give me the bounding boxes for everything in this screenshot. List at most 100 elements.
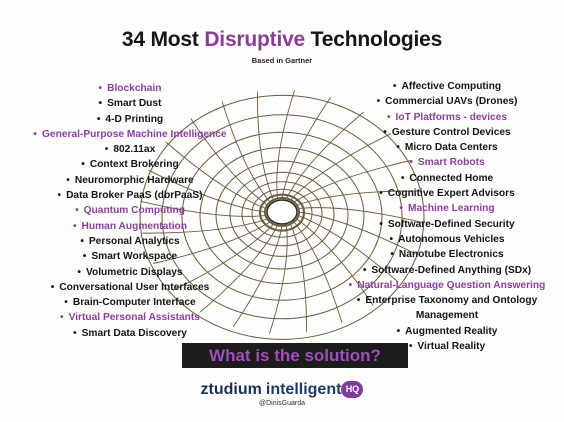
grid-spoke <box>200 225 278 313</box>
grid-ring <box>161 114 403 320</box>
technology-item: • Data Broker PaaS (dbrPaaS) <box>0 188 260 203</box>
bullet-icon: • <box>392 81 397 92</box>
grid-spoke <box>276 90 295 199</box>
bullet-icon: • <box>383 126 387 138</box>
grid-spoke <box>221 101 271 203</box>
technology-item: • General-Purpose Machine Intelligence <box>0 127 260 142</box>
bullet-icon: • <box>409 157 413 169</box>
technology-item: • Natural-Language Question Answering <box>330 278 564 293</box>
bullet-icon: • <box>72 220 77 232</box>
technology-label: Nanotube Electronics <box>398 249 504 261</box>
technology-label: Augmented Reality <box>405 325 498 337</box>
grid-spoke <box>142 218 268 234</box>
grid-ring <box>139 94 425 340</box>
bullet-icon: • <box>60 312 64 324</box>
bullet-icon: • <box>379 218 383 230</box>
title-part-1: 34 Most <box>121 28 205 51</box>
technology-label: Enterprise Taxonomy and Ontology <box>365 295 538 307</box>
bullet-icon: • <box>96 113 101 125</box>
technology-label: Conversational User Interfaces <box>59 281 210 293</box>
technology-item: • Nanotube Electronics <box>330 247 564 262</box>
bullet-icon: • <box>400 172 405 184</box>
bullet-icon: • <box>396 325 401 337</box>
technology-item: • IoT Platforms - devices <box>330 110 564 125</box>
bullet-icon: • <box>399 203 403 215</box>
bullet-icon: • <box>98 83 103 94</box>
technology-item: • Context Brokering <box>0 157 260 172</box>
grid-spoke <box>298 211 416 255</box>
technology-label: Human Augmentation <box>81 220 188 232</box>
title-highlight: Disruptive <box>204 28 306 51</box>
bullet-icon: • <box>80 235 84 247</box>
technology-item: • Blockchain <box>0 81 260 96</box>
bullet-icon: • <box>396 142 400 154</box>
technology-item: • Virtual Reality <box>330 339 564 354</box>
logo-product: intelligent <box>265 381 342 398</box>
bullet-icon: • <box>104 144 109 156</box>
bullet-icon: • <box>57 190 62 202</box>
technology-label: Context Brokering <box>89 159 179 171</box>
ztudium-logo: ztudium intelligent HQ <box>0 381 564 399</box>
bullet-icon: • <box>389 233 394 245</box>
grid-spoke <box>269 225 288 334</box>
grid-spoke <box>296 218 374 306</box>
grid-ring <box>199 147 365 285</box>
logo-badge: HQ <box>341 381 364 398</box>
bullet-icon: • <box>66 174 70 186</box>
bullet-icon: • <box>379 188 383 200</box>
bullet-icon: • <box>356 295 361 307</box>
grid-ring <box>241 181 323 247</box>
technology-label: Machine Learning <box>407 203 495 215</box>
technology-item: Management <box>330 308 564 323</box>
technology-label: IoT Platforms - devices <box>395 111 508 123</box>
bullet-icon: • <box>75 205 79 217</box>
technology-label: Personal Analytics <box>88 235 180 247</box>
technology-item: • Virtual Personal Assistants <box>0 310 260 325</box>
technology-item: • Volumetric Displays <box>0 265 260 280</box>
technology-item: • Smart Data Discovery <box>0 326 260 341</box>
right-technology-list: • Affective Computing • Commercial UAVs (Dr… <box>330 79 564 354</box>
technology-item: • Human Augmentation <box>0 219 260 234</box>
grid-spoke <box>286 111 364 199</box>
technology-item: • Micro Data Centers <box>330 140 564 155</box>
technology-label: 802.11ax <box>113 144 156 156</box>
technology-label: Smart Workspace <box>91 251 178 263</box>
technology-item: • Software-Defined Security <box>330 217 564 232</box>
technology-item: • Smart Robots <box>330 155 564 170</box>
bullet-icon: • <box>81 159 85 171</box>
technology-label: Natural-Language Question Answering <box>357 279 546 291</box>
bullet-icon: • <box>50 281 55 293</box>
bullet-icon: • <box>362 264 367 276</box>
technology-label: Software-Defined Security <box>387 218 515 230</box>
grid-spoke <box>153 221 271 264</box>
technology-label: Brain-Computer Interface <box>72 297 196 309</box>
technology-label: Cognitive Expert Advisors <box>387 188 515 200</box>
technology-item: • Machine Learning <box>330 201 564 216</box>
technology-label: Quantum Computing <box>83 205 185 217</box>
technology-label: Micro Data Centers <box>404 142 498 154</box>
technology-label: 4-D Printing <box>105 113 164 125</box>
grid-spoke <box>232 225 283 327</box>
grid-spoke <box>172 223 274 291</box>
technology-label: Management <box>415 310 479 322</box>
technology-item: • 4-D Printing <box>0 112 260 127</box>
technology-label: Blockchain <box>107 83 162 94</box>
technology-label: Volumetric Displays <box>85 266 183 278</box>
author-handle: @DinisGuarda <box>258 400 305 407</box>
technology-item: • Enterprise Taxonomy and Ontology <box>330 293 564 308</box>
grid-spoke <box>281 97 332 199</box>
technology-label: Smart Dust <box>107 98 162 110</box>
grid-ring <box>181 131 383 301</box>
grid-spoke <box>140 200 266 217</box>
bullet-icon: • <box>376 96 381 108</box>
bullet-icon: • <box>386 111 391 123</box>
grid-spoke <box>296 190 422 206</box>
technology-label: Neuromorphic Hardware <box>74 174 194 186</box>
grid-spoke <box>165 141 266 209</box>
grid-spoke <box>290 223 307 333</box>
technology-label: Data Broker PaaS (dbrPaaS) <box>66 190 203 202</box>
technology-item: • Autonomous Vehicles <box>330 232 564 247</box>
technology-item: • Affective Computing <box>330 79 564 94</box>
